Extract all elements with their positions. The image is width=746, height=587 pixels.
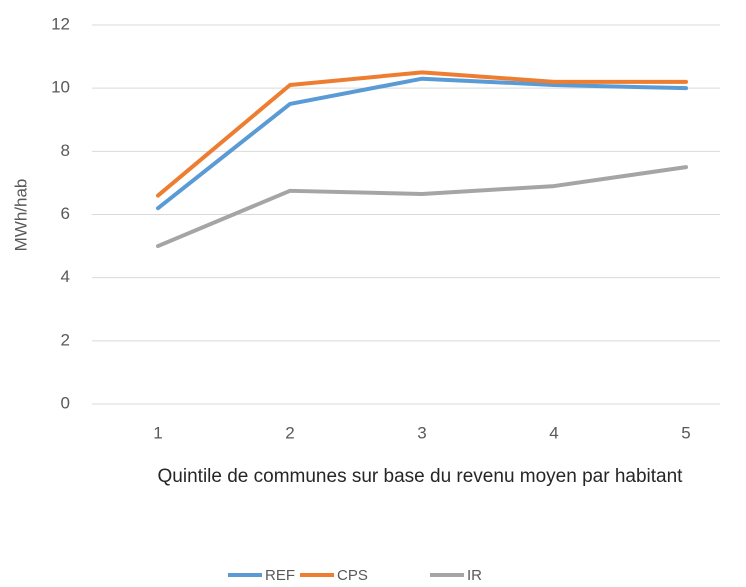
x-tick-label: 2	[285, 423, 294, 442]
series-line	[156, 70, 688, 198]
legend-label: REF	[265, 567, 295, 584]
y-tick-label: 4	[61, 267, 70, 286]
y-tick-label: 8	[61, 141, 70, 160]
legend-label: CPS	[337, 567, 368, 584]
x-tick-label: 3	[417, 423, 426, 442]
y-axis-label: MWh/hab	[11, 179, 30, 252]
series-line	[156, 165, 688, 249]
y-tick-label: 6	[61, 204, 70, 223]
y-tick-label: 0	[61, 393, 70, 412]
x-tick-label: 5	[681, 423, 690, 442]
x-axis-label: Quintile de communes sur base du revenu …	[157, 466, 683, 487]
y-tick-label: 12	[51, 14, 70, 33]
series-line	[156, 76, 688, 211]
x-tick-label: 4	[549, 423, 558, 442]
legend-label: IR	[467, 567, 482, 584]
y-tick-label: 2	[61, 330, 70, 349]
y-tick-label: 10	[51, 78, 70, 97]
x-tick-label: 1	[153, 423, 162, 442]
